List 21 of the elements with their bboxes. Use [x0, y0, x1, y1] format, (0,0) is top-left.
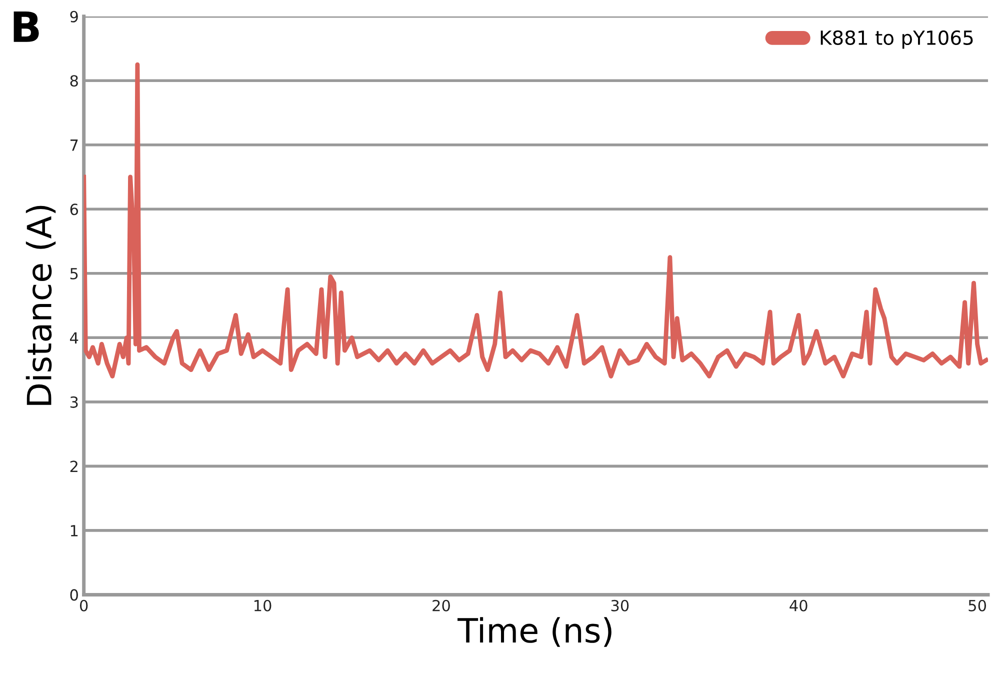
- y-tick-label: 7: [70, 140, 78, 151]
- x-tick-label: 0: [80, 600, 88, 612]
- y-tick-label: 2: [70, 460, 78, 472]
- y-tick-label: 9: [70, 10, 78, 22]
- y-tick-label: 3: [70, 396, 78, 408]
- y-tick-label: 1: [70, 525, 78, 536]
- x-tick-label: 20: [432, 600, 450, 612]
- y-tick-label: 8: [70, 75, 78, 87]
- text: B: [14, 12, 39, 42]
- legend-label: K881 to pY1065: [820, 30, 973, 49]
- x-tick-label: 30: [611, 600, 629, 612]
- x-tick-label: 40: [790, 600, 808, 612]
- line-series: [84, 62, 988, 378]
- y-axis-title: Distance (A): [26, 206, 56, 405]
- y-tick-label: 5: [70, 268, 78, 280]
- x-tick-label: 50: [968, 600, 986, 612]
- y-tick-label: 4: [70, 332, 78, 344]
- x-axis-title: Time (ns): [458, 617, 612, 647]
- x-tick-label: 10: [254, 600, 272, 612]
- y-tick-label: 0: [70, 589, 78, 601]
- y-tick-label: 6: [70, 204, 78, 216]
